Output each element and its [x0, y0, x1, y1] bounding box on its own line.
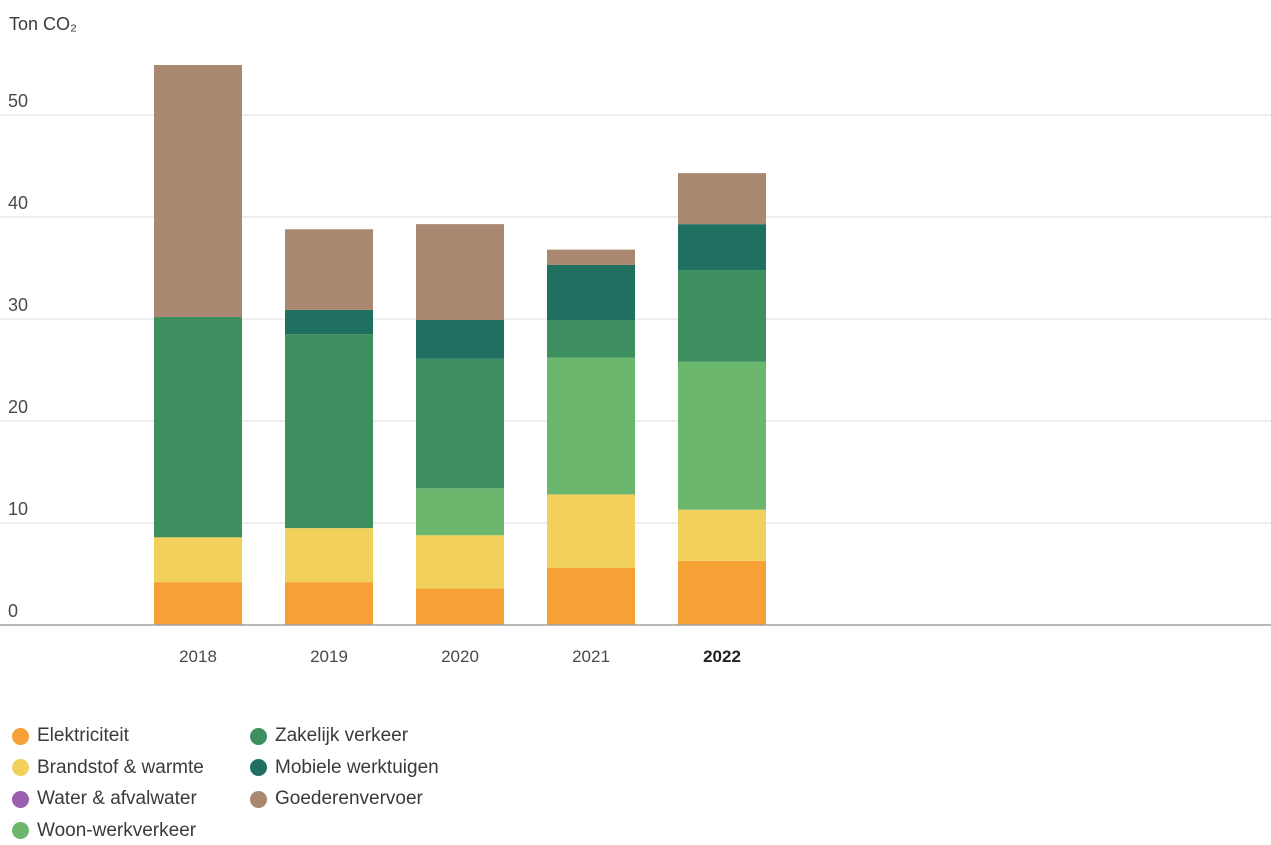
- y-tick-labels: 0 10 20 30 40 50: [8, 91, 28, 621]
- bar-segment-2022-5: [678, 224, 766, 271]
- legend-swatch-icon: [12, 727, 29, 745]
- bar-segment-2022-1: [678, 509, 766, 561]
- x-tick-labels: 2018 2019 2020 2021 2022: [179, 647, 741, 666]
- bar-segment-2020-4: [416, 358, 504, 489]
- y-tick-label: 50: [8, 91, 28, 111]
- bar-segment-2020-0: [416, 588, 504, 625]
- y-tick-label: 0: [8, 601, 18, 621]
- y-axis-label: Ton CO₂: [9, 14, 78, 34]
- bar-segment-2022-0: [678, 560, 766, 625]
- bar-segment-2018-6: [154, 65, 242, 317]
- bar-segment-2021-6: [547, 249, 635, 265]
- bar-segment-2022-6: [678, 173, 766, 225]
- legend-swatch-icon: [12, 790, 29, 808]
- legend-label: Water & afvalwater: [37, 788, 197, 809]
- x-tick-label: 2020: [441, 647, 479, 666]
- bar-segment-2022-3: [678, 361, 766, 510]
- x-tick-label: 2019: [310, 647, 348, 666]
- bar-segment-2020-1: [416, 535, 504, 589]
- legend-label: Elektriciteit: [37, 725, 129, 746]
- bar-segment-2018-0: [154, 582, 242, 625]
- bar-segment-2020-6: [416, 224, 504, 321]
- bar-segment-2021-5: [547, 264, 635, 321]
- bar-segment-2019-1: [285, 528, 373, 583]
- legend-item: Water & afvalwater: [12, 785, 197, 813]
- bar-segment-2019-4: [285, 334, 373, 529]
- stacked-bar-chart: 0 10 20 30 40 50 2018 2019 2020 2021 2022: [0, 65, 1271, 666]
- bar-segment-2021-1: [547, 494, 635, 568]
- legend-swatch-icon: [12, 759, 29, 776]
- bar-segment-2021-0: [547, 567, 635, 625]
- legend-item: Zakelijk verkeer: [250, 722, 408, 750]
- bar-segment-2020-5: [416, 320, 504, 359]
- legend-swatch-icon: [250, 790, 267, 808]
- y-tick-label: 30: [8, 295, 28, 315]
- bar-segment-2022-4: [678, 270, 766, 362]
- legend-item: Woon-werkverkeer: [12, 817, 196, 845]
- legend-item: Goederenvervoer: [250, 785, 423, 813]
- legend-item: Elektriciteit: [12, 722, 129, 750]
- legend-label: Brandstof & warmte: [37, 756, 204, 778]
- legend-swatch-icon: [250, 759, 267, 776]
- bar-segment-2018-1: [154, 537, 242, 583]
- bars: [154, 65, 766, 625]
- y-tick-label: 40: [8, 193, 28, 213]
- legend-label: Mobiele werktuigen: [275, 756, 439, 778]
- bar-segment-2019-6: [285, 229, 373, 310]
- legend-swatch-icon: [250, 727, 267, 745]
- bar-segment-2019-5: [285, 309, 373, 335]
- x-tick-label: 2018: [179, 647, 217, 666]
- bar-segment-2018-4: [154, 316, 242, 538]
- legend-item: Mobiele werktuigen: [250, 754, 439, 782]
- bar-segment-2019-0: [285, 582, 373, 625]
- legend-label: Woon-werkverkeer: [37, 819, 197, 841]
- x-tick-label: 2022: [703, 647, 741, 666]
- bar-segment-2021-4: [547, 320, 635, 358]
- bar-segment-2021-3: [547, 357, 635, 495]
- y-tick-label: 20: [8, 397, 28, 417]
- legend-label: Goederenvervoer: [275, 788, 423, 809]
- bar-segment-2020-3: [416, 488, 504, 536]
- x-tick-label: 2021: [572, 647, 610, 666]
- legend-item: Brandstof & warmte: [12, 754, 204, 782]
- y-tick-label: 10: [8, 499, 28, 519]
- legend-swatch-icon: [12, 822, 29, 839]
- legend-label: Zakelijk verkeer: [275, 725, 409, 746]
